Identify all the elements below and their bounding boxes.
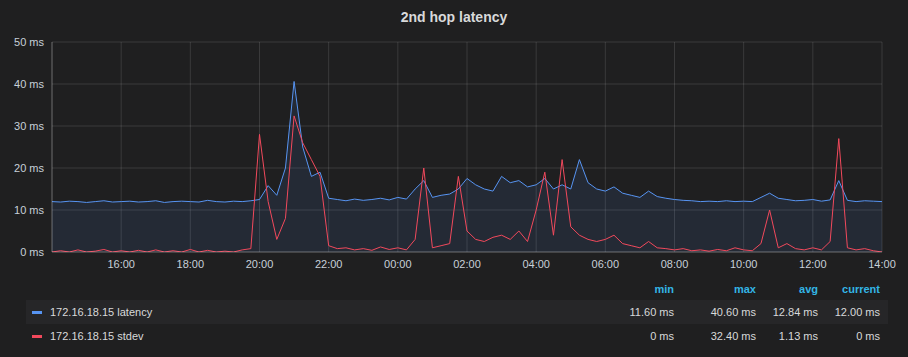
svg-text:10 ms: 10 ms xyxy=(14,204,44,216)
html-text:40.60 ms: 40.60 ms xyxy=(710,306,756,318)
html-text:172.16.18.15 stdev: 172.16.18.15 stdev xyxy=(50,330,144,342)
svg-text:00:00: 00:00 xyxy=(384,258,412,270)
svg-text:04:00: 04:00 xyxy=(522,258,550,270)
svg-text:16:00: 16:00 xyxy=(107,258,135,270)
html-text:2nd hop latency: 2nd hop latency xyxy=(400,9,508,25)
html-text:12.84 ms: 12.84 ms xyxy=(772,306,818,318)
svg-text:10:00: 10:00 xyxy=(730,258,758,270)
html-text:min: min xyxy=(654,283,674,295)
svg-text:14:00: 14:00 xyxy=(868,258,896,270)
html-text:0 ms: 0 ms xyxy=(650,330,674,342)
html-text:max: max xyxy=(734,283,756,295)
html-text:current: current xyxy=(842,283,880,295)
html-text:1.13 ms: 1.13 ms xyxy=(778,330,818,342)
svg-text:02:00: 02:00 xyxy=(453,258,481,270)
html-text:12.00 ms: 12.00 ms xyxy=(834,306,880,318)
svg-text:08:00: 08:00 xyxy=(661,258,689,270)
html-text:172.16.18.15 latency: 172.16.18.15 latency xyxy=(50,306,153,318)
html-text:avg: avg xyxy=(799,283,818,295)
svg-text:30 ms: 30 ms xyxy=(14,120,44,132)
html-text:11.60 ms: 11.60 ms xyxy=(629,306,674,318)
html-text:32.40 ms: 32.40 ms xyxy=(710,330,756,342)
svg-text:0 ms: 0 ms xyxy=(20,246,44,258)
svg-text:22:00: 22:00 xyxy=(315,258,343,270)
svg-text:50 ms: 50 ms xyxy=(14,36,44,48)
svg-text:20 ms: 20 ms xyxy=(14,162,44,174)
svg-text:20:00: 20:00 xyxy=(246,258,274,270)
html-text:0 ms: 0 ms xyxy=(856,330,880,342)
svg-text:06:00: 06:00 xyxy=(592,258,620,270)
svg-text:12:00: 12:00 xyxy=(799,258,827,270)
svg-text:40 ms: 40 ms xyxy=(14,78,44,90)
svg-text:18:00: 18:00 xyxy=(177,258,205,270)
